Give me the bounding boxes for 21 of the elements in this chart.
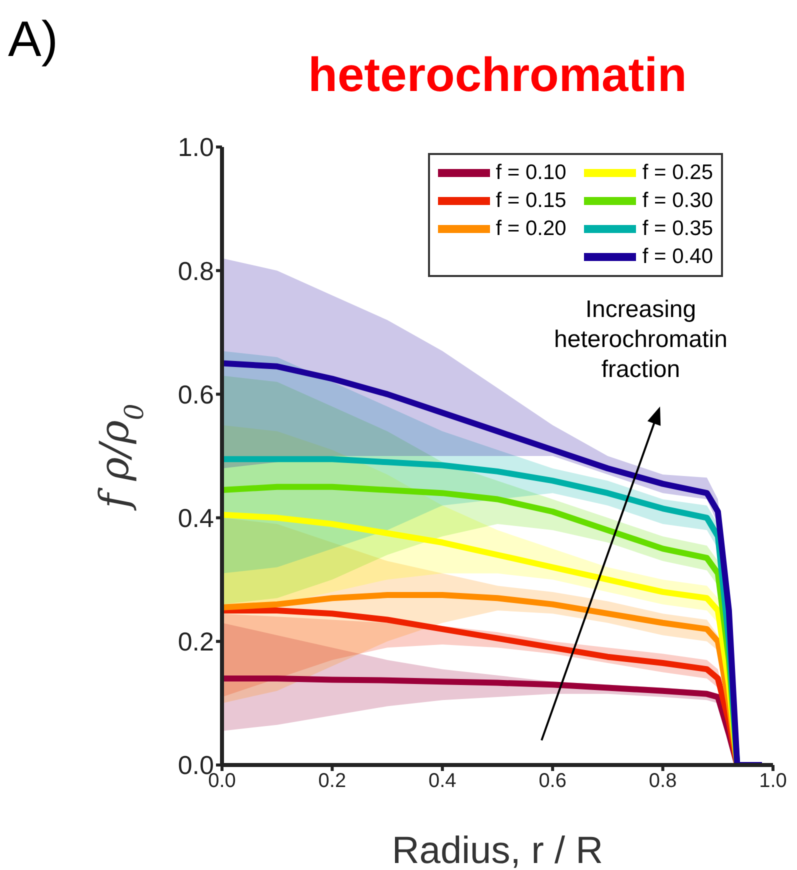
x-tick-label: 0.8 <box>648 770 677 792</box>
legend-label: f = 0.15 <box>496 189 566 213</box>
x-axis-title: Radius, r / R <box>392 830 604 870</box>
text: A) <box>8 10 58 68</box>
annotation: Increasing heterochromatin fraction <box>553 295 728 386</box>
legend-label: f = 0.10 <box>496 161 566 185</box>
y-tick-label: 0.4 <box>178 503 214 534</box>
x-tick-label: 0.4 <box>428 770 456 792</box>
x-tick-label: 0.6 <box>538 770 567 792</box>
y-tick-label: 0.6 <box>178 379 214 410</box>
y-tick-label: 0.2 <box>178 626 214 657</box>
legend-label: f = 0.25 <box>642 161 713 185</box>
chart-title: heterochromatin <box>307 48 688 103</box>
legend-label: f = 0.20 <box>496 217 566 241</box>
legend-label: f = 0.40 <box>642 245 713 269</box>
x-tick-label: 1.0 <box>759 770 787 792</box>
y-tick-label: 1.0 <box>178 132 214 162</box>
x-tick-label: 0.2 <box>318 770 346 792</box>
legend-label: f = 0.30 <box>642 189 713 213</box>
y-tick-label: 0.8 <box>178 256 214 286</box>
legend-label: f = 0.35 <box>642 217 713 241</box>
